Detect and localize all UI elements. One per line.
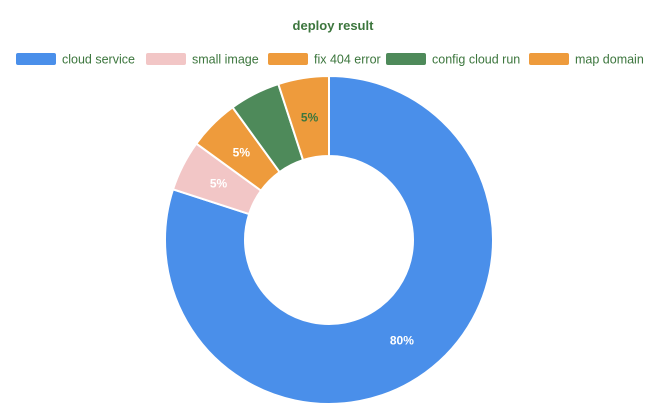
slice-value-label: 80%: [390, 333, 414, 347]
legend-item[interactable]: map domain: [529, 53, 644, 67]
slice-value-label: 5%: [210, 177, 228, 191]
donut-slice[interactable]: [164, 74, 494, 405]
slice-labels: 80% 5% 5% 5%: [210, 111, 414, 348]
legend-item[interactable]: fix 404 error: [268, 53, 381, 67]
donut-slices: [164, 74, 494, 405]
legend-label: config cloud run: [432, 53, 520, 67]
legend-label: small image: [192, 53, 259, 67]
legend-label: cloud service: [62, 53, 135, 67]
legend-item[interactable]: config cloud run: [386, 53, 520, 67]
slice-value-label: 5%: [233, 145, 251, 159]
slice-value-label: 5%: [301, 111, 319, 125]
legend-label: map domain: [575, 53, 644, 67]
donut-slice[interactable]: [277, 74, 330, 162]
legend-item[interactable]: small image: [146, 53, 259, 67]
legend-swatch: [386, 53, 426, 65]
legend-label: fix 404 error: [314, 53, 381, 67]
legend-swatch: [16, 53, 56, 65]
legend-item[interactable]: cloud service: [16, 53, 135, 67]
legend-swatch: [268, 53, 308, 65]
legend-swatch: [529, 53, 569, 65]
chart-title: deploy result: [293, 18, 375, 33]
legend-swatch: [146, 53, 186, 65]
chart-legend: cloud service small image fix 404 error con…: [16, 53, 644, 67]
